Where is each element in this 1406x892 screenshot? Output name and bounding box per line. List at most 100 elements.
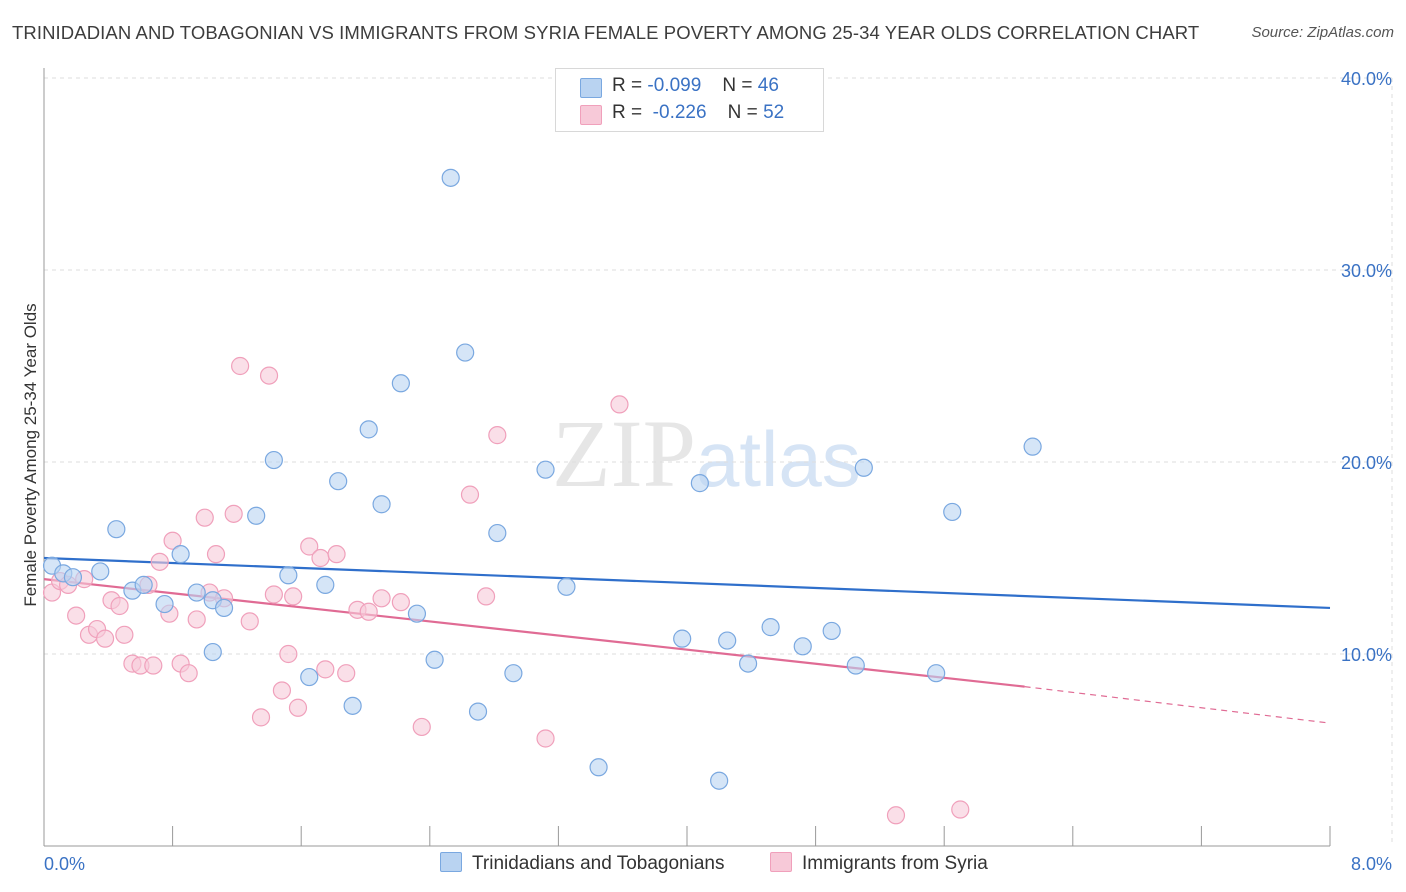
point-syria <box>150 552 169 571</box>
chart-title: TRINIDADIAN AND TOBAGONIAN VS IMMIGRANTS… <box>12 22 1200 43</box>
series-swatch-pink <box>770 852 792 872</box>
y-axis-label: Female Poverty Among 25-34 Year Olds <box>21 303 40 606</box>
point-trinidadian <box>425 650 444 669</box>
point-syria <box>951 800 970 819</box>
point-syria <box>284 587 303 606</box>
point-trinidadian <box>673 629 692 648</box>
point-trinidadian <box>943 502 962 522</box>
x-tick-label: 8.0% <box>1351 854 1392 874</box>
point-trinidadian <box>1023 437 1042 456</box>
point-trinidadian <box>407 604 427 623</box>
point-syria <box>536 729 555 748</box>
point-trinidadian <box>107 520 126 539</box>
point-syria <box>488 426 507 445</box>
point-trinidadian <box>343 696 362 715</box>
series-name-2: Immigrants from Syria <box>802 853 988 874</box>
point-trinidadian <box>468 702 488 721</box>
point-syria <box>272 681 292 700</box>
point-syria <box>327 545 346 564</box>
point-trinidadian <box>846 656 865 675</box>
point-trinidadian <box>441 168 460 187</box>
trend-line-trinidadian <box>43 556 1331 610</box>
point-syria <box>67 606 86 625</box>
watermark-zip: ZIP <box>552 400 696 507</box>
point-trinidadian <box>155 594 174 614</box>
point-trinidadian <box>264 450 283 470</box>
point-syria <box>337 664 356 683</box>
n-label: N = <box>722 75 753 96</box>
r-label: R = <box>612 102 643 123</box>
point-trinidadian <box>214 598 234 618</box>
point-syria <box>288 698 308 717</box>
point-trinidadian <box>738 654 758 673</box>
point-syria <box>359 602 378 621</box>
point-trinidadian <box>536 460 555 479</box>
point-syria <box>231 356 250 376</box>
point-syria <box>259 366 279 385</box>
tick-labels: 10.0% 20.0% 30.0% 40.0% 0.0% 8.0% <box>44 69 1392 874</box>
point-syria <box>391 593 410 612</box>
point-syria <box>300 537 319 556</box>
stats-legend: R = -0.099 N = 46 R = -0.226 N = 52 <box>555 68 824 132</box>
point-syria <box>279 644 298 664</box>
point-syria <box>110 596 129 616</box>
point-syria <box>187 610 206 629</box>
point-syria <box>115 625 134 644</box>
point-syria <box>95 629 115 648</box>
point-trinidadian <box>710 771 729 790</box>
point-syria <box>311 548 330 568</box>
legend-text-2: R = -0.226 N = 52 <box>612 102 784 124</box>
point-trinidadian <box>456 343 475 362</box>
point-trinidadian <box>504 664 523 683</box>
point-syria <box>240 612 259 631</box>
chart-source: Source: ZipAtlas.com <box>1251 24 1394 41</box>
point-trinidadian <box>822 621 841 641</box>
n-value: 46 <box>757 75 779 96</box>
point-trinidadian <box>300 667 319 687</box>
point-trinidadian <box>329 472 348 491</box>
point-syria <box>372 589 391 608</box>
point-trinidadian <box>718 631 737 650</box>
legend-swatch-pink <box>580 105 602 125</box>
point-trinidadian <box>793 637 812 656</box>
point-syria <box>144 656 163 675</box>
point-trinidadian <box>134 575 153 594</box>
point-syria <box>251 708 271 727</box>
point-syria <box>316 660 335 679</box>
watermark: ZIPatlas <box>552 398 861 509</box>
point-trinidadian <box>589 758 608 777</box>
point-trinidadian <box>854 458 873 477</box>
y-tick-label: 40.0% <box>1341 69 1392 89</box>
point-trinidadian <box>391 374 410 393</box>
point-trinidadian <box>187 583 206 602</box>
n-value: 52 <box>763 102 785 123</box>
y-tick-label: 10.0% <box>1341 645 1392 665</box>
point-trinidadian <box>488 523 507 543</box>
n-label: N = <box>727 102 758 123</box>
point-trinidadian <box>761 618 780 637</box>
point-syria <box>460 485 480 504</box>
point-trinidadian <box>63 568 83 587</box>
point-syria <box>886 806 906 825</box>
point-syria <box>264 585 283 604</box>
r-label: R = <box>612 75 643 96</box>
point-syria <box>179 664 198 683</box>
point-trinidadian <box>247 506 266 525</box>
point-trinidadian <box>171 545 190 564</box>
point-syria <box>195 508 214 527</box>
point-trinidadian <box>557 577 576 596</box>
point-syria <box>476 587 496 606</box>
x-tick-label: 0.0% <box>44 854 85 874</box>
series-legend-item-1: Trinidadians and Tobagonians <box>440 852 724 875</box>
y-tick-label: 30.0% <box>1341 261 1392 281</box>
series-swatch-blue <box>440 852 462 872</box>
r-value: -0.226 <box>652 102 707 123</box>
point-syria <box>610 395 629 414</box>
point-syria <box>206 545 226 564</box>
point-syria <box>224 504 243 523</box>
point-trinidadian <box>203 642 222 662</box>
point-syria <box>163 531 182 550</box>
y-tick-label: 20.0% <box>1341 453 1392 473</box>
series-name-1: Trinidadians and Tobagonians <box>472 853 725 874</box>
